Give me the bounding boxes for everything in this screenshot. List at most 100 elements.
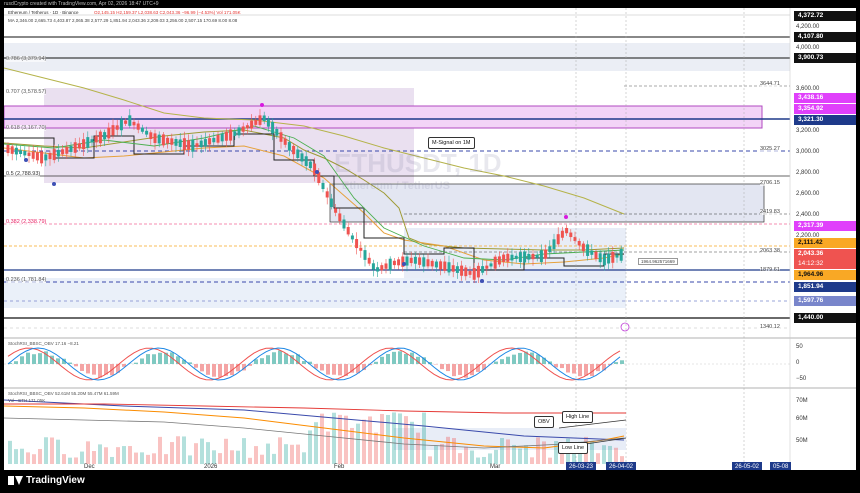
candle-body (65, 147, 69, 154)
candle-body (149, 132, 153, 140)
candle-body (132, 121, 136, 126)
volume-bar (92, 451, 96, 464)
volume-bar (320, 413, 324, 464)
low-line-callout[interactable]: Low Line (558, 442, 589, 454)
volume-bar (470, 450, 474, 464)
stoch-d-line (7, 347, 621, 381)
stoch-bar (140, 358, 144, 364)
volume-bar (386, 414, 390, 464)
magenta-supply-box[interactable] (4, 105, 763, 129)
candlestick-series[interactable] (6, 109, 623, 284)
candle-body (455, 266, 459, 273)
stoch-bar (272, 352, 276, 364)
volume-bar (140, 452, 144, 464)
obv-panel-label[interactable]: StochRSI_BBSC_OBV 52.61M 55.20M 55.47M 6… (8, 391, 119, 396)
candle-body (52, 149, 56, 161)
candle-body (216, 134, 220, 143)
candle-body (619, 248, 623, 261)
volume-bar (428, 456, 432, 464)
price-tag-2317: 2,317.39 (794, 221, 856, 231)
price-tick-4200: 4,200.00 (796, 24, 820, 30)
tradingview-brand-text: TradingView (26, 475, 85, 486)
stoch-bar (614, 362, 618, 364)
time-label-dec: Dec (84, 464, 95, 470)
volume-bar (266, 443, 270, 464)
volume-bar (500, 438, 504, 464)
volume-bar (446, 436, 450, 464)
volume-bar (512, 444, 516, 464)
volume-bars (8, 412, 624, 464)
candle-body (384, 263, 388, 269)
ma-readout[interactable]: MA 2,346.00 2,665.73 4,403.87 2,065.38 2… (8, 18, 238, 23)
volume-bar (530, 457, 534, 464)
stoch-bar (482, 364, 486, 370)
fib-05-label: 0.5 (2,788.93) (6, 171, 41, 177)
stoch-bar (50, 355, 54, 364)
candle-body (539, 250, 543, 263)
volume-bar (110, 456, 114, 464)
candle-body (271, 121, 275, 134)
candle-body (506, 253, 510, 262)
volume-bar (158, 436, 162, 464)
stoch-bar (68, 362, 72, 364)
chart-area[interactable]: Ethereum / Tetherus · 1D · Binance O2,14… (4, 8, 856, 470)
candle-body (128, 115, 132, 126)
candle-body (426, 259, 430, 267)
candle-body (451, 265, 455, 272)
fib-0382-label: 0.382 (2,338.79) (6, 219, 47, 225)
candle-body (577, 240, 581, 246)
price-tick-2200: 2,200.00 (796, 233, 820, 239)
price-tick-4000: 4,000.00 (796, 45, 820, 51)
stoch-bar (92, 364, 96, 375)
volume-bar (374, 432, 378, 464)
volume-bar (362, 419, 366, 464)
stoch-panel-label[interactable]: StochRSI_BBSC_OBV 17.16 −8.21 (8, 341, 79, 346)
candle-body (208, 138, 212, 145)
stoch-bar (314, 364, 318, 369)
stoch-bar (200, 364, 204, 372)
candle-body (250, 120, 254, 129)
chart-canvas[interactable] (4, 8, 856, 470)
price-tick-2400: 2,400.00 (796, 212, 820, 218)
tradingview-logo[interactable]: TradingView (8, 475, 85, 486)
candle-body (376, 267, 380, 272)
price-tick-3200: 3,200.00 (796, 128, 820, 134)
m-signal-callout[interactable]: M-Signal on 1M (428, 137, 475, 149)
obv-callout[interactable]: OBV (534, 416, 554, 428)
stoch-bar (26, 352, 30, 364)
price-tag-4107: 4,107.80 (794, 32, 856, 42)
high-line-callout[interactable]: High Line (562, 411, 594, 423)
price-tag-2043: 2,043.36 (794, 249, 856, 259)
volume-bar (134, 452, 138, 464)
volume-bar (404, 416, 408, 464)
side-level-2419: 2419.83 (760, 209, 780, 215)
price-tag-4372: 4,372.72 (794, 11, 856, 21)
volume-bar (350, 427, 354, 464)
stoch-bar (344, 364, 348, 376)
time-label-2026: 2026 (204, 464, 218, 470)
stoch-bar (536, 354, 540, 364)
candle-body (203, 139, 207, 147)
volume-label[interactable]: Vol · ETH 171.05K (8, 398, 46, 403)
stoch-bar (560, 364, 564, 369)
candle-body (371, 263, 375, 270)
volume-bar (98, 444, 102, 464)
candle-body (212, 137, 216, 143)
volume-bar (608, 445, 612, 464)
candle-body (220, 133, 224, 142)
time-label-mar: Mar (490, 464, 501, 470)
stoch-bar (218, 364, 222, 378)
candle-body (19, 150, 23, 154)
stoch-k-line (7, 347, 621, 381)
candle-body (313, 163, 317, 175)
stoch-bar (290, 355, 294, 364)
stoch-bar (494, 361, 498, 364)
symbol-title[interactable]: Ethereum / Tetherus · 1D · Binance (8, 10, 79, 15)
candle-body (140, 127, 144, 132)
stoch-bar (122, 364, 126, 367)
stoch-bar (524, 351, 528, 364)
replay-marker[interactable] (620, 322, 630, 332)
pivot-dot-mar-high (564, 215, 568, 219)
stoch-bar (578, 364, 582, 377)
candle-body (556, 234, 560, 245)
